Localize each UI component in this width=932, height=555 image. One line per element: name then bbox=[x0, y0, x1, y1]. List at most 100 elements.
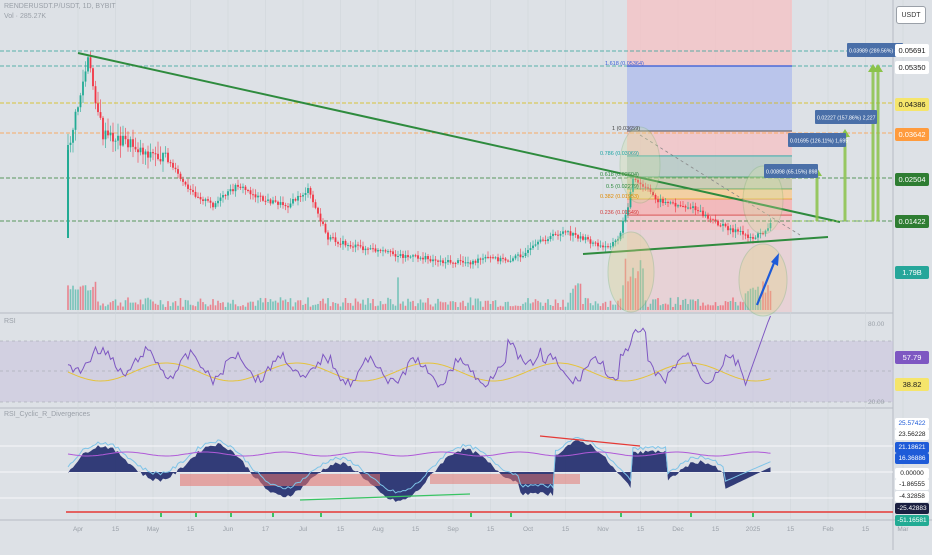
candle-body bbox=[102, 117, 104, 140]
volume-bar bbox=[517, 305, 519, 310]
candle-body bbox=[72, 129, 74, 143]
candle-body bbox=[692, 206, 694, 209]
candle-body bbox=[582, 236, 584, 240]
candle-body bbox=[147, 151, 149, 158]
candle-body bbox=[549, 236, 552, 240]
fib-label: 0.382 (0.01953) bbox=[600, 194, 639, 200]
candle-body bbox=[459, 260, 462, 262]
volume-bar bbox=[424, 302, 427, 310]
current-highlight-ellipse bbox=[742, 165, 784, 235]
volume-bar bbox=[539, 302, 542, 310]
volume-bar bbox=[332, 302, 334, 310]
volume-bar bbox=[244, 306, 247, 310]
candle-body bbox=[389, 251, 392, 253]
volume-bar bbox=[242, 305, 244, 310]
volume-bar bbox=[264, 298, 267, 310]
candle-body bbox=[424, 256, 427, 260]
candle-body bbox=[309, 188, 312, 195]
candle-body bbox=[689, 207, 692, 209]
volume-bar bbox=[519, 305, 522, 310]
candle-body bbox=[152, 151, 154, 154]
candle-body bbox=[609, 246, 612, 248]
volume-bar bbox=[537, 300, 539, 310]
volume-bar bbox=[662, 304, 664, 310]
osc-area bbox=[68, 440, 771, 502]
time-axis-label: May bbox=[147, 526, 160, 533]
candle-body bbox=[394, 254, 397, 257]
volume-bar bbox=[497, 306, 499, 310]
volume-bar bbox=[324, 303, 327, 310]
volume-bar bbox=[457, 306, 459, 310]
candle-body bbox=[662, 198, 664, 204]
osc-signal-mark bbox=[272, 513, 274, 517]
candle-body bbox=[84, 71, 87, 82]
volume-bar bbox=[202, 302, 204, 310]
candle-body bbox=[242, 186, 244, 188]
candle-body bbox=[502, 257, 504, 259]
candle-body bbox=[289, 203, 292, 208]
volume-bar bbox=[474, 298, 477, 310]
volume-bar bbox=[682, 299, 684, 310]
time-axis-label: 15 bbox=[487, 526, 495, 533]
volume-bar bbox=[367, 298, 369, 310]
candle-body bbox=[364, 248, 367, 251]
candle-body bbox=[432, 259, 434, 262]
volume-bar bbox=[522, 303, 524, 310]
candle-body bbox=[647, 187, 649, 189]
volume-bar bbox=[429, 304, 432, 310]
osc-badge: 0.00000 bbox=[895, 468, 929, 479]
volume-bar bbox=[444, 302, 447, 310]
candle-body bbox=[382, 250, 384, 252]
volume-bar bbox=[344, 297, 347, 310]
osc-signal-mark bbox=[320, 513, 322, 517]
volume-bar bbox=[389, 299, 392, 310]
volume-bar bbox=[302, 304, 304, 310]
candle-body bbox=[192, 189, 194, 192]
volume-bar bbox=[499, 305, 502, 310]
candle-body bbox=[154, 153, 157, 155]
candle-body bbox=[657, 199, 659, 203]
candle-body bbox=[539, 239, 542, 242]
candle-body bbox=[267, 199, 269, 201]
volume-bar bbox=[427, 298, 429, 310]
volume-bar bbox=[637, 271, 639, 310]
volume-bar bbox=[237, 306, 239, 310]
candle-body bbox=[232, 189, 234, 192]
volume-bar bbox=[732, 297, 734, 310]
volume-bar bbox=[599, 306, 602, 310]
time-axis-label: Apr bbox=[73, 526, 84, 533]
candle-body bbox=[547, 239, 549, 242]
candle-body bbox=[682, 206, 684, 208]
volume-bar bbox=[397, 277, 399, 310]
volume-bar bbox=[604, 301, 607, 310]
volume-bar bbox=[317, 303, 319, 310]
volume-bar bbox=[79, 286, 82, 310]
candle-body bbox=[542, 239, 544, 241]
volume-bar bbox=[697, 299, 699, 310]
fib-label: 0.236 (0.01549) bbox=[600, 210, 639, 216]
candle-body bbox=[497, 257, 499, 262]
candle-body bbox=[94, 86, 97, 104]
price-badge: 1.79B bbox=[895, 266, 929, 279]
volume-bar bbox=[437, 298, 439, 310]
candle-body bbox=[484, 256, 487, 259]
volume-bar bbox=[734, 301, 737, 310]
currency-selector[interactable]: USDT bbox=[896, 6, 926, 24]
volume-bar bbox=[569, 292, 572, 310]
candle-body bbox=[727, 226, 729, 231]
volume-bar bbox=[127, 297, 129, 310]
candle-body bbox=[544, 239, 547, 242]
candle-body bbox=[439, 260, 442, 262]
volume-bar bbox=[494, 300, 497, 310]
volume-bar bbox=[154, 303, 157, 310]
candle-body bbox=[494, 257, 497, 259]
ascending-support-line bbox=[582, 236, 829, 255]
volume-bar bbox=[527, 298, 529, 310]
volume-bar bbox=[229, 303, 232, 310]
candle-body bbox=[139, 147, 142, 153]
candle-body bbox=[559, 233, 562, 236]
osc-divergence-line bbox=[299, 493, 471, 501]
rsi-line bbox=[67, 315, 771, 388]
price-badge: 0.03642 bbox=[895, 128, 929, 141]
